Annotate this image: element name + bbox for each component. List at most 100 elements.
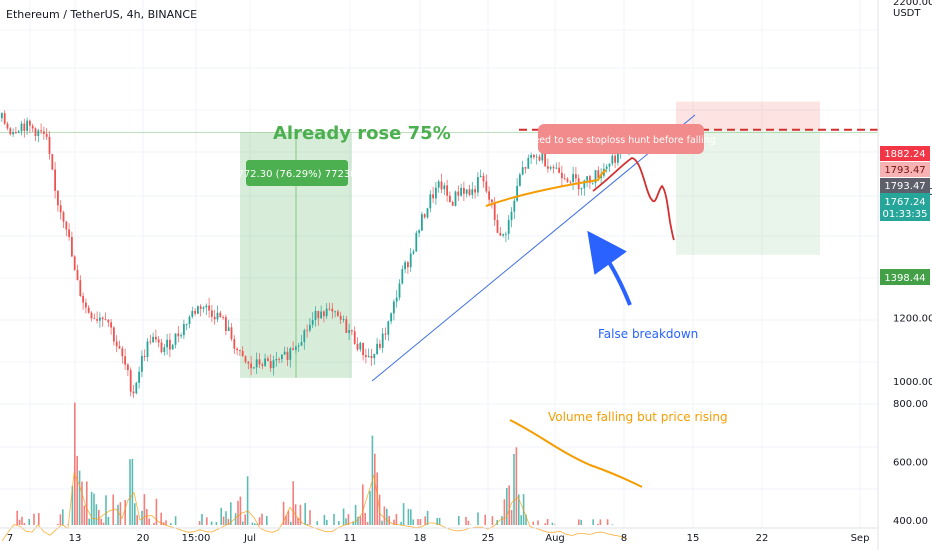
candle — [163, 347, 166, 353]
candle — [57, 190, 59, 206]
candle — [552, 167, 555, 169]
candle — [507, 219, 510, 234]
currency-label: USDT — [893, 8, 921, 19]
candle — [600, 175, 602, 179]
time-tick: 22 — [756, 533, 769, 544]
volume-bar — [597, 523, 599, 525]
candle — [440, 181, 443, 190]
volume-bar — [227, 518, 230, 525]
volume-bar — [222, 516, 225, 525]
candle — [541, 152, 544, 161]
candle — [412, 251, 415, 254]
volume-bar — [251, 522, 254, 525]
candle — [191, 310, 194, 317]
candle — [247, 361, 250, 364]
volume-bar — [412, 519, 414, 525]
stop-price-tag-text: 1882.24 — [884, 149, 925, 160]
candle — [40, 130, 42, 132]
volume-bar — [592, 519, 594, 525]
volume-bar — [57, 523, 59, 525]
candle — [68, 229, 70, 237]
entry-price-tag-text: 1793.47 — [884, 165, 925, 176]
volume-tick: 400.00 — [893, 516, 928, 527]
candle — [149, 341, 152, 343]
candle — [395, 297, 398, 302]
candle — [87, 307, 90, 313]
candle — [586, 176, 588, 181]
volume-bar — [458, 516, 460, 525]
time-tick: 20 — [137, 533, 150, 544]
volume-bar — [546, 519, 549, 525]
candle — [269, 361, 272, 369]
candle — [351, 330, 353, 332]
volume-tick: 800.00 — [893, 399, 928, 410]
candle — [547, 166, 549, 169]
volume-bar — [134, 503, 136, 525]
volume-bar — [292, 481, 294, 525]
candle — [544, 152, 546, 167]
trendline[interactable] — [371, 114, 696, 382]
volume-bar — [580, 519, 582, 525]
candle — [309, 324, 311, 331]
volume-bar — [74, 402, 76, 525]
candle — [183, 324, 185, 336]
candle — [505, 233, 507, 235]
volume-bar — [419, 519, 422, 525]
volume-bar — [136, 515, 138, 525]
candle — [292, 348, 294, 350]
candle — [339, 315, 342, 320]
volume-bar — [239, 496, 242, 525]
candle — [328, 308, 331, 310]
candle — [155, 336, 157, 340]
volume-bar — [98, 510, 100, 525]
candle — [188, 316, 191, 324]
candle — [295, 346, 297, 350]
volume-bar — [246, 476, 249, 525]
candle — [230, 327, 233, 340]
volume-bar — [83, 505, 86, 525]
candle — [401, 269, 404, 284]
volume-bar — [282, 501, 285, 525]
candle — [93, 318, 96, 320]
candle — [71, 236, 73, 257]
volume-bar — [62, 509, 64, 525]
candle — [485, 181, 488, 192]
candle — [426, 208, 429, 218]
candle — [138, 371, 140, 383]
volume-bar — [366, 521, 369, 525]
volume-bar — [114, 524, 117, 525]
candle — [376, 343, 378, 354]
time-tick: Aug — [545, 533, 565, 544]
candle — [463, 187, 465, 194]
volume-bar — [386, 508, 388, 525]
time-tick: Jul — [243, 533, 256, 544]
candle — [457, 191, 460, 196]
volume-bar — [357, 516, 359, 525]
measure-label: 772.30 (76.29%) 77230 — [237, 160, 357, 186]
projection-path — [592, 157, 675, 241]
candle — [197, 306, 199, 314]
volume-bar — [501, 516, 503, 525]
volume-bar — [465, 516, 467, 525]
candle — [65, 221, 68, 230]
candle — [23, 123, 26, 131]
volume-bar — [510, 509, 513, 525]
volume-bar — [105, 495, 107, 525]
candle — [239, 350, 241, 352]
volume-bar — [477, 512, 479, 525]
volume-bar — [33, 513, 35, 525]
price-tick: 2200.00 — [893, 0, 932, 8]
volume-bar — [162, 522, 165, 525]
candle — [132, 391, 135, 394]
stop-price-tag — [880, 146, 930, 161]
volume-bar — [306, 523, 309, 525]
volume-bar — [376, 472, 378, 525]
candle — [432, 194, 434, 199]
candle — [591, 182, 594, 184]
candle — [510, 211, 513, 220]
candle — [76, 269, 79, 281]
candle — [303, 330, 306, 342]
candle — [26, 120, 28, 131]
entry-price-tag — [880, 162, 930, 177]
